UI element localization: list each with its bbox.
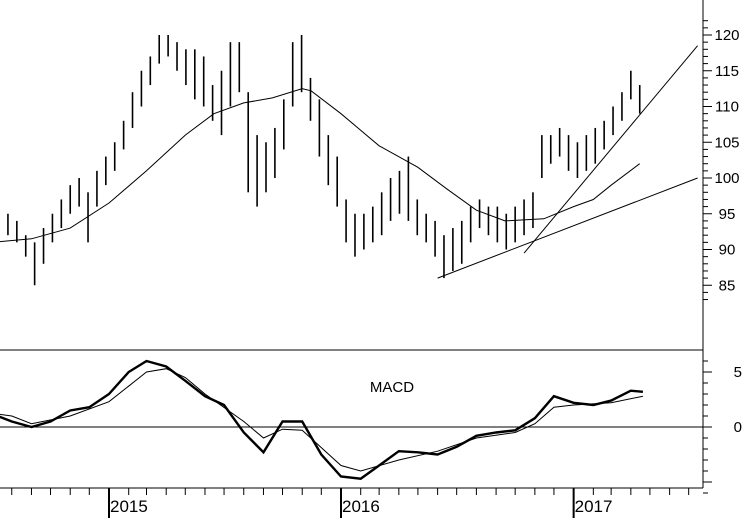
macd-title: MACD: [370, 379, 414, 396]
price-lines: [0, 45, 698, 279]
chart-frame: [0, 0, 712, 518]
price-bars: [7, 35, 641, 286]
price-tick-label: 90: [719, 242, 736, 259]
year-label: 2016: [342, 497, 380, 516]
macd-line: [0, 359, 644, 480]
price-tick-label: 85: [719, 277, 736, 294]
price-tick-label: 115: [715, 63, 739, 80]
price-tick-label: 95: [719, 206, 736, 223]
moving-average-line: [0, 88, 641, 243]
price-tick-label: 100: [714, 170, 739, 187]
macd-tick-label: 5: [734, 364, 742, 381]
macd-signal-line: [0, 368, 644, 472]
trendline-1: [437, 177, 698, 279]
axis-labels: 85 90 95 100 105 110 115 120 5 0 2015 2016 2017: [110, 27, 742, 516]
price-tick-label: 120: [714, 27, 739, 44]
macd-lines: [0, 359, 644, 480]
price-tick-label: 110: [715, 99, 739, 116]
trendline-2: [523, 45, 698, 254]
year-label: 2017: [575, 497, 613, 516]
price-tick-label: 105: [714, 134, 739, 151]
year-label: 2015: [110, 497, 148, 516]
macd-tick-label: 0: [734, 419, 742, 436]
